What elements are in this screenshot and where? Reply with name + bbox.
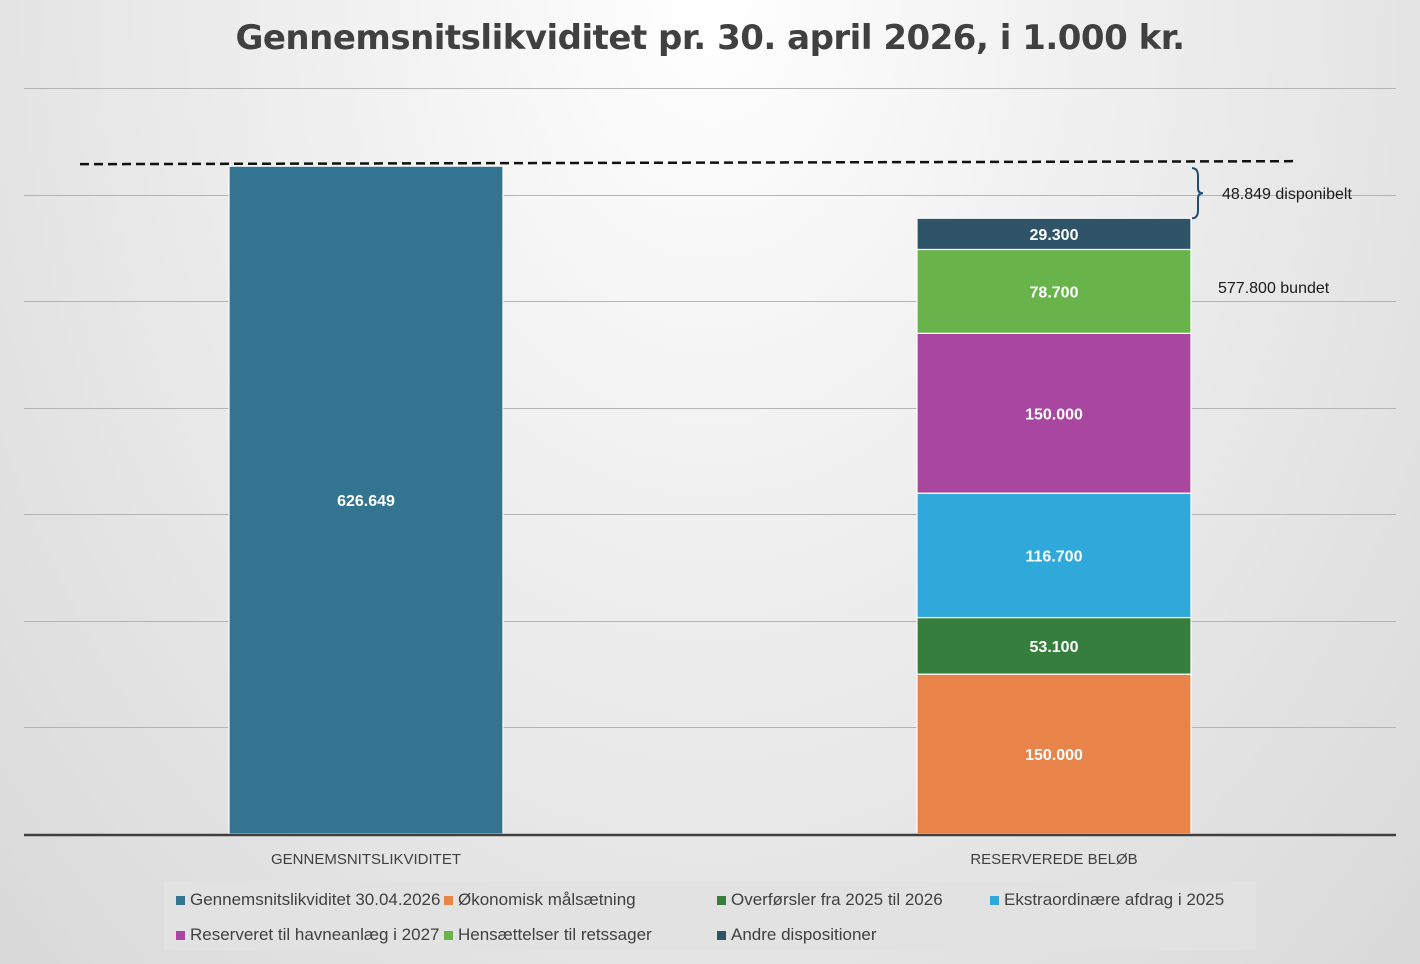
bar-segment bbox=[916, 492, 1192, 619]
legend-label: Reserveret til havneanlæg i 2027 bbox=[190, 925, 440, 944]
brace-annotation bbox=[1191, 167, 1204, 220]
bar-segment bbox=[916, 248, 1192, 334]
legend-swatch bbox=[444, 930, 453, 940]
bars bbox=[228, 165, 1192, 835]
legend-item: Overførsler fra 2025 til 2026 bbox=[717, 890, 943, 910]
legend-label: Økonomisk målsætning bbox=[458, 890, 636, 909]
category-label: RESERVEREDE BELØB bbox=[970, 851, 1137, 868]
data-label: 626.649 bbox=[337, 493, 395, 510]
legend-swatch bbox=[717, 930, 726, 940]
chart-area: 626.649 150.000 53.100 116.700 150.000 78.700… bbox=[24, 88, 1396, 868]
legend-label: Andre dispositioner bbox=[731, 925, 877, 944]
legend-label: Overførsler fra 2025 til 2026 bbox=[731, 890, 943, 909]
legend-swatch bbox=[176, 895, 185, 905]
bound-annotation: 577.800 bundet bbox=[1218, 280, 1330, 297]
legend-swatch bbox=[990, 895, 999, 905]
chart-title: Gennemsnitslikviditet pr. 30. april 2026… bbox=[235, 18, 1185, 58]
legend-swatch bbox=[444, 895, 453, 905]
legend-label: Ekstraordinære afdrag i 2025 bbox=[1004, 890, 1225, 909]
overlays bbox=[24, 159, 1396, 837]
bar-segment bbox=[228, 165, 504, 835]
available-annotation: 48.849 disponibelt bbox=[1222, 186, 1352, 203]
legend-item: Reserveret til havneanlæg i 2027 bbox=[176, 925, 439, 945]
data-label: 29.300 bbox=[1030, 227, 1079, 244]
legend-swatch bbox=[717, 895, 726, 905]
legend-label: Hensættelser til retssager bbox=[458, 925, 652, 944]
labels: 626.649 150.000 53.100 116.700 150.000 78.700… bbox=[271, 186, 1352, 868]
data-label: 150.000 bbox=[1025, 406, 1083, 423]
legend-item: Økonomisk målsætning bbox=[444, 890, 636, 910]
category-label: GENNEMSNITSLIKVIDITET bbox=[271, 851, 461, 868]
legend-label: Gennemsnitslikviditet 30.04.2026 bbox=[190, 890, 441, 909]
data-label: 53.100 bbox=[1030, 639, 1079, 656]
data-label: 150.000 bbox=[1025, 747, 1083, 764]
legend-item: Hensættelser til retssager bbox=[444, 925, 652, 945]
bar-segment bbox=[916, 673, 1192, 835]
legend-item: Gennemsnitslikviditet 30.04.2026 bbox=[176, 890, 440, 910]
legend-item: Andre dispositioner bbox=[717, 925, 877, 945]
bar-segment bbox=[916, 616, 1192, 675]
bar-segment bbox=[916, 332, 1192, 494]
legend: Gennemsnitslikviditet 30.04.2026 Økonomis… bbox=[164, 882, 1256, 950]
data-label: 78.700 bbox=[1030, 284, 1079, 301]
reference-line bbox=[79, 159, 1299, 166]
legend-item: Ekstraordinære afdrag i 2025 bbox=[990, 890, 1224, 910]
bar-segment bbox=[916, 217, 1192, 251]
data-label: 116.700 bbox=[1026, 548, 1083, 565]
legend-swatch bbox=[176, 930, 185, 940]
